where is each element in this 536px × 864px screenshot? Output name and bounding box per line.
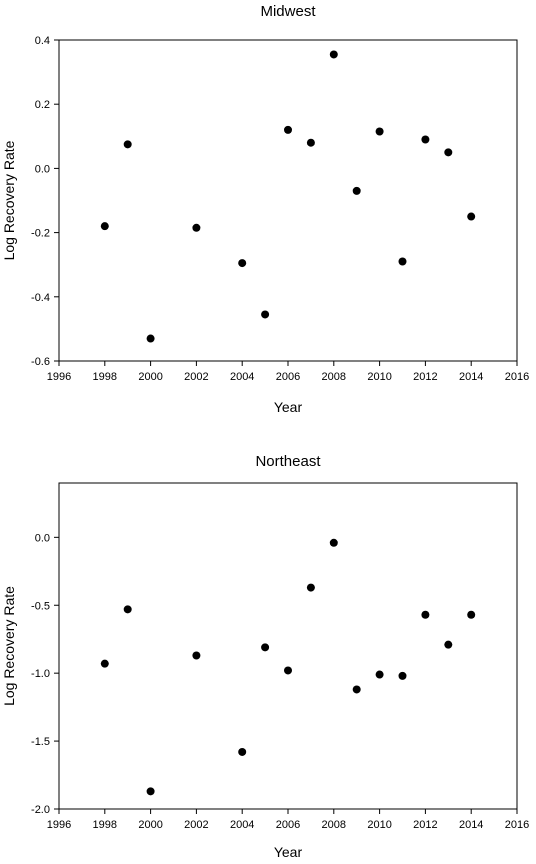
- x-tick-label: 1996: [47, 819, 71, 831]
- x-tick-label: 2016: [505, 371, 529, 383]
- x-tick-label: 2016: [505, 819, 529, 831]
- y-tick-label: -1.5: [31, 736, 50, 748]
- y-axis-label: Log Recovery Rate: [1, 586, 17, 706]
- y-tick-label: 0.0: [35, 532, 50, 544]
- data-point: [421, 135, 430, 144]
- data-point: [352, 186, 361, 195]
- data-point: [146, 787, 155, 796]
- data-point: [192, 223, 201, 232]
- data-point: [123, 605, 132, 614]
- data-point: [421, 610, 430, 619]
- data-point: [467, 212, 476, 221]
- x-axis-label: Year: [274, 844, 303, 860]
- data-point: [329, 538, 338, 547]
- data-point: [261, 643, 270, 652]
- data-point: [192, 651, 201, 660]
- x-axis-label: Year: [274, 399, 303, 415]
- data-point: [306, 138, 315, 147]
- data-point: [398, 257, 407, 266]
- plot-frame: [58, 39, 518, 362]
- data-point: [238, 747, 247, 756]
- chart-panel-2: Northeast 1996 1998 2000 2002 2004 2006 2008 201…: [1, 453, 529, 860]
- x-tick-label: 2014: [459, 819, 483, 831]
- y-tick-label: -0.6: [31, 356, 50, 368]
- x-tick-label: 2000: [138, 819, 162, 831]
- data-point: [261, 310, 270, 319]
- data-point: [398, 671, 407, 680]
- x-tick-label: 2012: [413, 819, 437, 831]
- x-tick-label: 1998: [93, 819, 117, 831]
- data-point: [375, 127, 384, 136]
- x-tick-label: 2010: [367, 819, 391, 831]
- x-tick-label: 1998: [93, 371, 117, 383]
- x-tick-label: 2006: [276, 819, 300, 831]
- x-tick-label: 2014: [459, 371, 483, 383]
- y-axis-label: Log Recovery Rate: [1, 140, 17, 260]
- x-tick-label: 1996: [47, 371, 71, 383]
- x-tick-label: 2004: [230, 371, 254, 383]
- chart-title: Northeast: [255, 453, 321, 470]
- chart-title: Midwest: [260, 3, 316, 20]
- y-tick-label: -0.4: [31, 292, 50, 304]
- data-point: [329, 50, 338, 59]
- data-point: [284, 125, 292, 134]
- chart-panel-1: Midwest 1996 1998 2000 2002 2004 2006 2008 2010 2…: [1, 3, 529, 415]
- x-tick-label: 2002: [184, 371, 208, 383]
- data-point: [375, 670, 384, 679]
- x-tick-label: 2002: [184, 819, 208, 831]
- data-point: [306, 583, 315, 592]
- y-tick-label: -2.0: [31, 804, 50, 816]
- y-tick-label: -0.2: [31, 228, 50, 240]
- data-point: [100, 659, 109, 668]
- y-tick-label: -1.0: [31, 668, 50, 680]
- x-tick-label: 2008: [322, 371, 346, 383]
- x-tick-label: 2010: [367, 371, 391, 383]
- x-tick-label: 2008: [322, 819, 346, 831]
- data-point: [284, 666, 292, 675]
- y-tick-label: -0.5: [31, 600, 50, 612]
- x-tick-label: 2004: [230, 819, 254, 831]
- x-tick-label: 2012: [413, 371, 437, 383]
- data-point: [352, 685, 361, 694]
- y-tick-label: 0.4: [35, 35, 50, 47]
- y-tick-label: 0.0: [35, 163, 50, 175]
- x-tick-label: 2006: [276, 371, 300, 383]
- data-point: [238, 259, 247, 268]
- x-tick-label: 2000: [138, 371, 162, 383]
- data-point: [467, 610, 476, 619]
- data-point: [146, 334, 155, 343]
- data-point: [100, 222, 109, 231]
- data-point: [444, 640, 453, 649]
- y-tick-label: 0.2: [35, 99, 50, 111]
- data-point: [123, 140, 132, 149]
- data-point: [444, 148, 453, 157]
